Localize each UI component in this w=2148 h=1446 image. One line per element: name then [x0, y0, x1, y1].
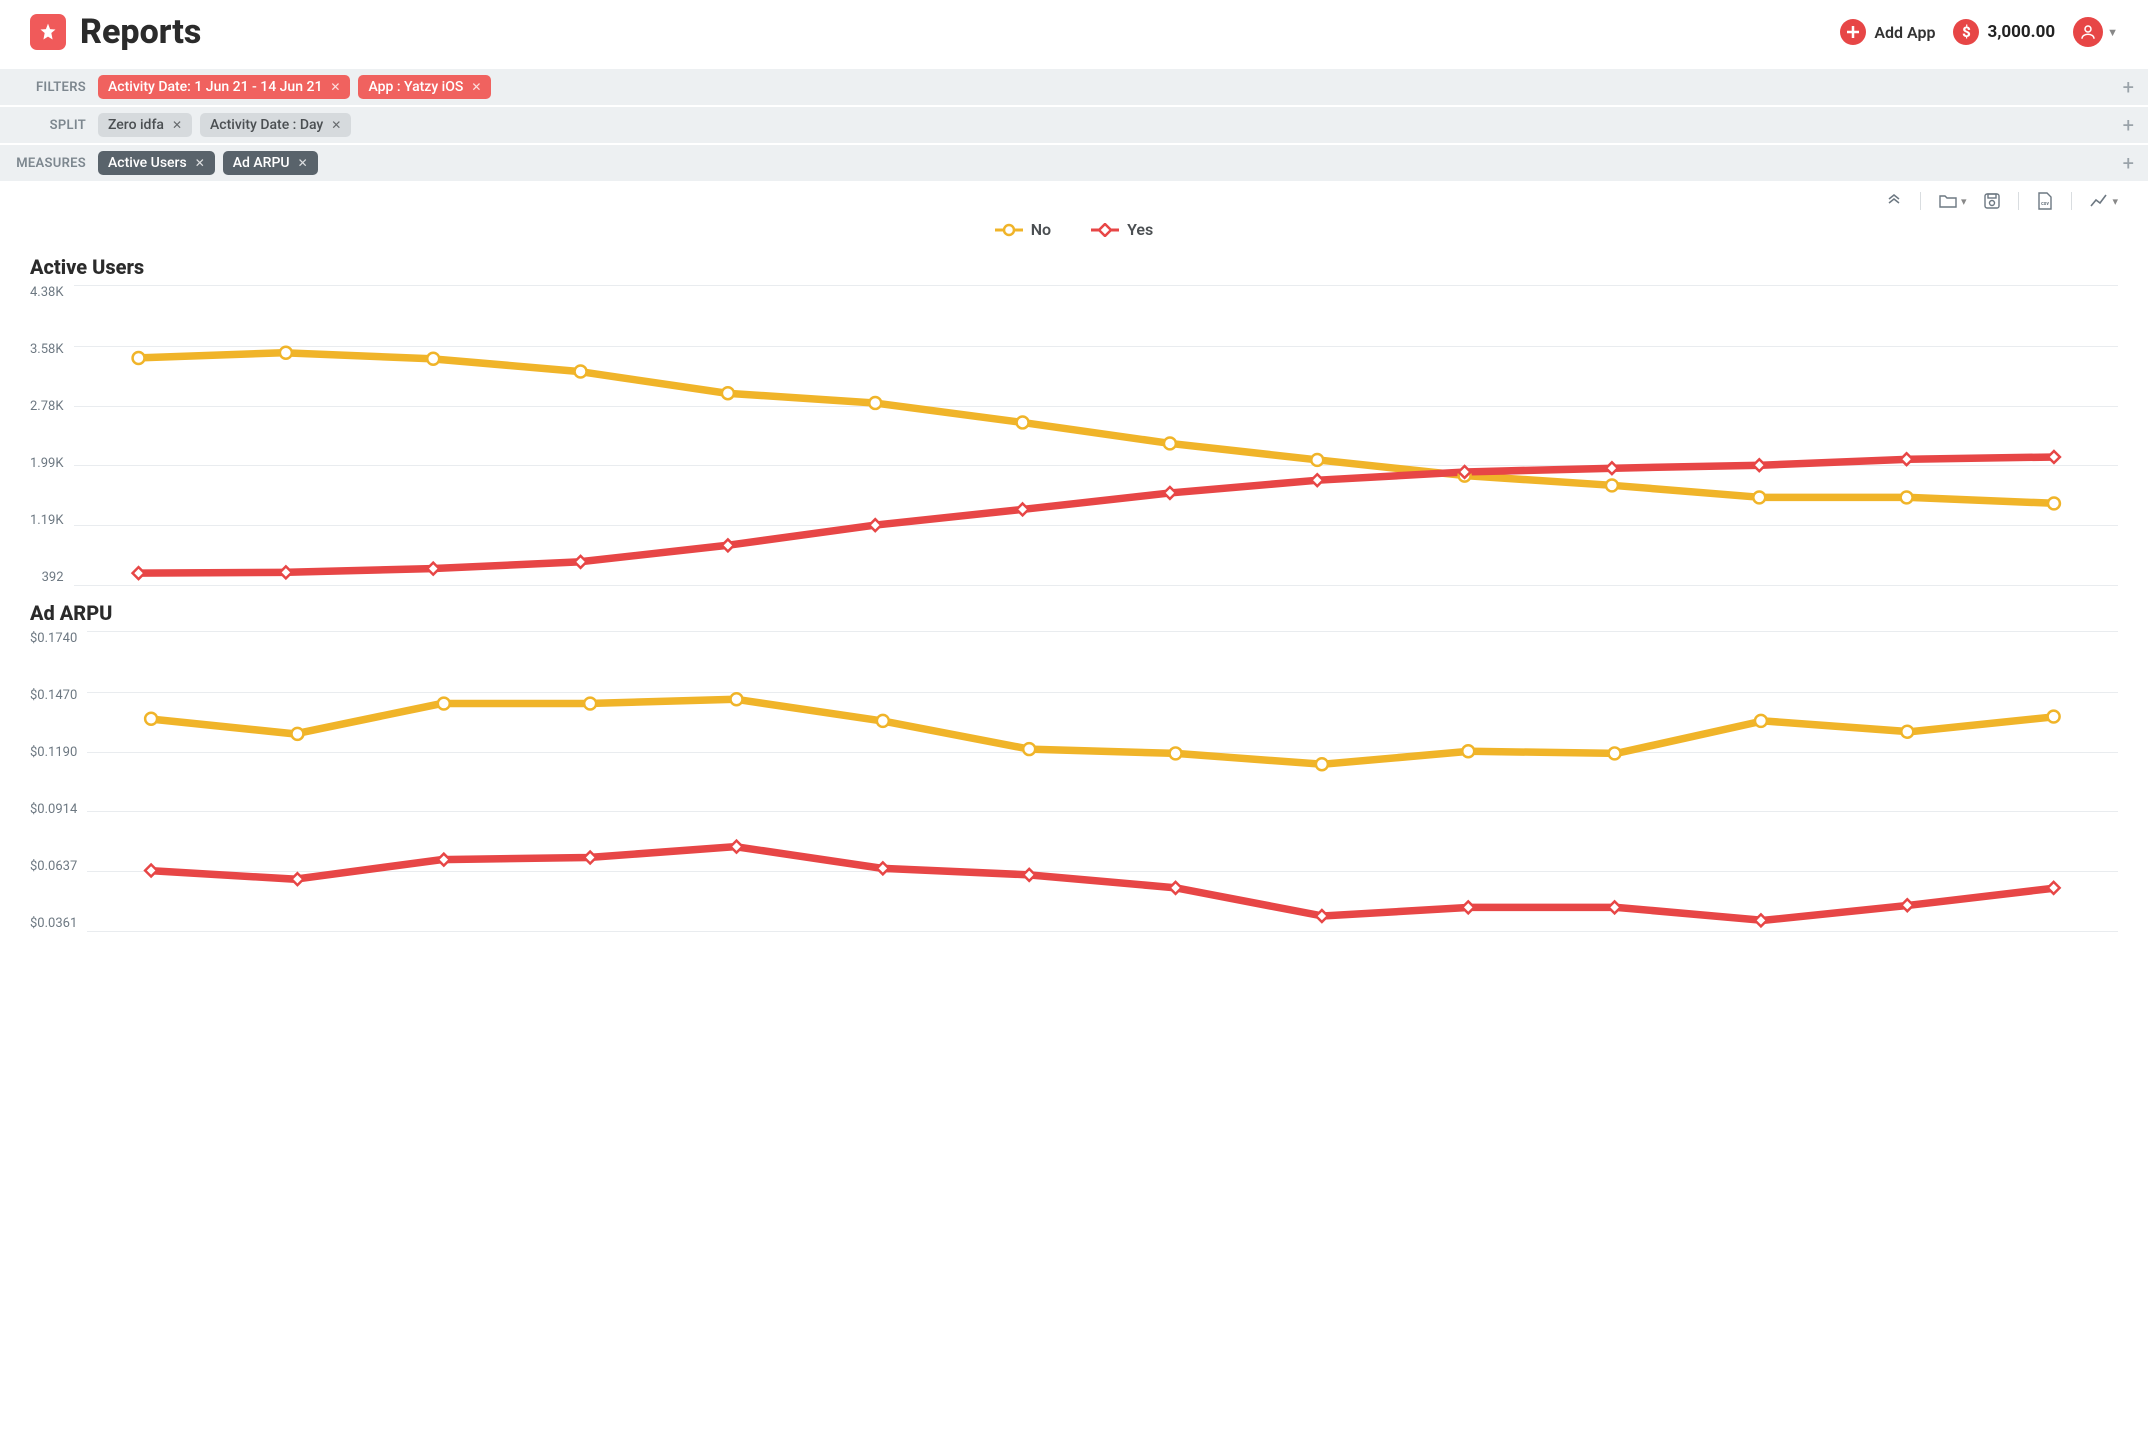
chip-label: Ad ARPU	[233, 155, 290, 171]
legend: No Yes	[0, 214, 2148, 239]
grid-line	[74, 585, 2118, 586]
chip[interactable]: Active Users ✕	[98, 151, 215, 175]
chip[interactable]: Activity Date : Day ✕	[200, 113, 351, 137]
split-row: SPLIT Zero idfa ✕ Activity Date : Day ✕ +	[0, 106, 2148, 144]
save-icon[interactable]	[1984, 193, 2000, 209]
page-title: Reports	[80, 12, 201, 52]
split-label: SPLIT	[14, 118, 98, 133]
close-icon[interactable]: ✕	[172, 118, 182, 132]
plot-area	[87, 631, 2118, 931]
user-menu[interactable]: ▼	[2073, 17, 2118, 47]
add-measure-button[interactable]: +	[2123, 151, 2134, 175]
folder-menu[interactable]: ▾	[1939, 193, 1967, 209]
export-csv-icon[interactable]: csv	[2037, 192, 2053, 210]
plus-icon	[1840, 19, 1866, 45]
y-tick-label: 4.38K	[30, 285, 64, 300]
legend-item[interactable]: Yes	[1091, 220, 1153, 239]
legend-marker-icon	[995, 223, 1023, 237]
legend-label: No	[1031, 220, 1051, 239]
separator	[2071, 192, 2072, 210]
legend-label: Yes	[1127, 220, 1153, 239]
close-icon[interactable]: ✕	[331, 118, 341, 132]
legend-item[interactable]: No	[995, 220, 1051, 239]
add-split-button[interactable]: +	[2123, 113, 2134, 137]
balance-value: 3,000.00	[1987, 22, 2055, 42]
y-tick-label: $0.1740	[30, 631, 77, 646]
legend-marker-icon	[1091, 223, 1119, 237]
balance[interactable]: $ 3,000.00	[1953, 19, 2055, 45]
svg-text:csv: csv	[2042, 201, 2050, 207]
separator	[2018, 192, 2019, 210]
chip-label: Activity Date : Day	[210, 117, 323, 133]
header: Reports Add App $ 3,000.00 ▼	[0, 0, 2148, 68]
close-icon[interactable]: ✕	[298, 156, 308, 170]
y-tick-label: $0.0914	[30, 802, 77, 817]
chart-markers	[74, 286, 2118, 585]
y-tick-label: 2.78K	[30, 399, 64, 414]
user-avatar-icon	[2073, 17, 2103, 47]
chart-toolbar: ▾ csv ▾	[0, 182, 2148, 214]
chip[interactable]: Zero idfa ✕	[98, 113, 192, 137]
y-tick-label: 392	[42, 570, 64, 585]
header-left: Reports	[30, 12, 201, 52]
collapse-icon[interactable]	[1886, 193, 1902, 209]
chip-label: Zero idfa	[108, 117, 164, 133]
chart-section: Active Users 4.38K 3.58K 2.78K 1.99K 1.19K 392	[0, 239, 2148, 585]
add-app-label: Add App	[1874, 23, 1935, 42]
chip[interactable]: Ad ARPU ✕	[223, 151, 318, 175]
app-logo-icon	[30, 14, 66, 50]
chip-label: Activity Date: 1 Jun 21 - 14 Jun 21	[108, 79, 322, 95]
y-tick-label: $0.1470	[30, 688, 77, 703]
close-icon[interactable]: ✕	[330, 80, 340, 94]
chart-section: Ad ARPU $0.1740 $0.1470 $0.1190 $0.0914 $0.06…	[0, 585, 2148, 931]
y-tick-label: 1.19K	[30, 513, 64, 528]
chip-label: Active Users	[108, 155, 187, 171]
filters-label: FILTERS	[14, 80, 98, 95]
measures-chips: Active Users ✕ Ad ARPU ✕	[98, 151, 318, 175]
chart-markers	[87, 632, 2118, 931]
split-chips: Zero idfa ✕ Activity Date : Day ✕	[98, 113, 351, 137]
header-right: Add App $ 3,000.00 ▼	[1840, 17, 2118, 47]
separator	[1920, 192, 1921, 210]
chip[interactable]: App : Yatzy iOS ✕	[358, 75, 491, 99]
y-tick-label: 3.58K	[30, 342, 64, 357]
plot-area	[74, 285, 2118, 585]
measures-label: MEASURES	[14, 156, 98, 171]
chart: $0.1740 $0.1470 $0.1190 $0.0914 $0.0637 $0.03…	[30, 631, 2118, 931]
chart-title: Active Users	[30, 255, 2118, 279]
y-axis: 4.38K 3.58K 2.78K 1.99K 1.19K 392	[30, 285, 74, 585]
y-axis: $0.1740 $0.1470 $0.1190 $0.0914 $0.0637 $0.03…	[30, 631, 87, 931]
filters-chips: Activity Date: 1 Jun 21 - 14 Jun 21✕App …	[98, 75, 491, 99]
chevron-down-icon: ▾	[2112, 195, 2118, 208]
grid-line	[87, 931, 2118, 932]
chevron-down-icon: ▼	[2107, 26, 2118, 39]
chip[interactable]: Activity Date: 1 Jun 21 - 14 Jun 21 ✕	[98, 75, 350, 99]
chart-type-menu[interactable]: ▾	[2090, 193, 2118, 209]
add-filter-button[interactable]: +	[2123, 75, 2134, 99]
y-tick-label: $0.0361	[30, 916, 77, 931]
chart-title: Ad ARPU	[30, 601, 2118, 625]
chevron-down-icon: ▾	[1961, 195, 1967, 208]
y-tick-label: 1.99K	[30, 456, 64, 471]
chip-label: App : Yatzy iOS	[368, 79, 463, 95]
filters-row: FILTERS Activity Date: 1 Jun 21 - 14 Jun…	[0, 68, 2148, 106]
close-icon[interactable]: ✕	[195, 156, 205, 170]
close-icon[interactable]: ✕	[471, 80, 481, 94]
dollar-icon: $	[1953, 19, 1979, 45]
chart: 4.38K 3.58K 2.78K 1.99K 1.19K 392	[30, 285, 2118, 585]
y-tick-label: $0.0637	[30, 859, 77, 874]
y-tick-label: $0.1190	[30, 745, 77, 760]
measures-row: MEASURES Active Users ✕ Ad ARPU ✕ +	[0, 144, 2148, 182]
add-app-button[interactable]: Add App	[1840, 19, 1935, 45]
